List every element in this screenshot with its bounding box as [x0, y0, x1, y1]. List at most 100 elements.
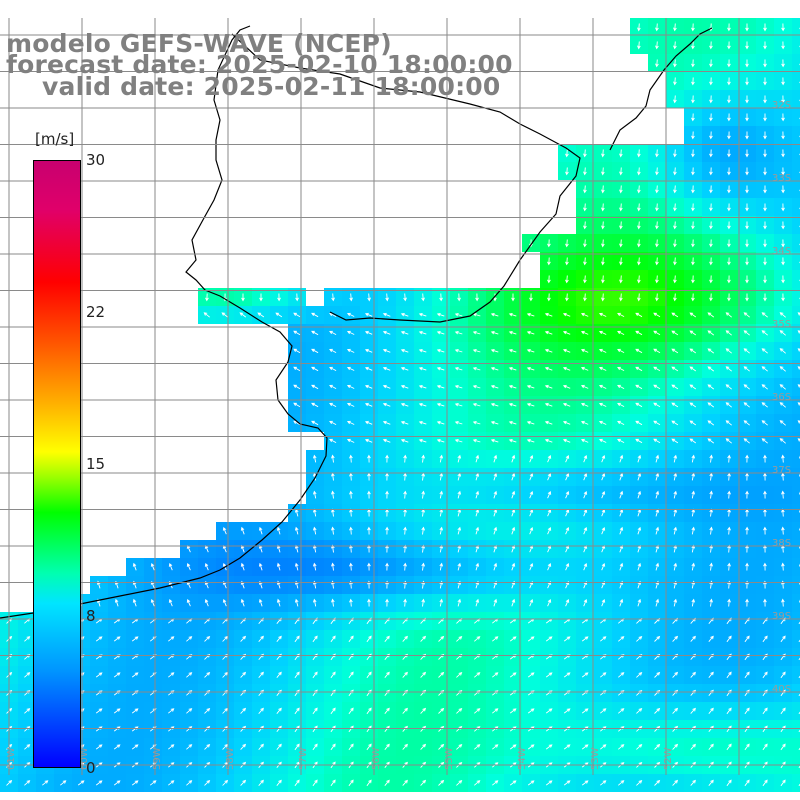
wind-arrow: [745, 59, 749, 68]
wind-arrow: [60, 780, 67, 786]
wind-arrow: [276, 598, 281, 607]
wind-arrow: [474, 708, 481, 714]
wind-arrow: [544, 312, 553, 317]
wind-arrow: [240, 671, 247, 678]
wind-arrow: [598, 312, 607, 317]
wind-arrow: [673, 562, 678, 571]
wind-arrow: [95, 672, 103, 678]
wind-arrow: [583, 562, 588, 571]
wind-arrow: [653, 366, 661, 372]
wind-arrow: [330, 707, 336, 715]
wind-arrow: [312, 598, 317, 607]
wind-arrow: [745, 239, 749, 248]
wind-arrow: [763, 149, 767, 158]
wind-arrow: [42, 780, 49, 786]
wind-arrow: [565, 562, 570, 571]
wind-arrow: [113, 744, 121, 750]
field-cell: [792, 648, 800, 666]
wind-arrow: [294, 562, 299, 571]
wind-arrow: [258, 598, 263, 607]
wind-arrow: [563, 744, 571, 750]
wind-arrow: [329, 420, 337, 425]
wind-arrow: [743, 348, 750, 354]
wind-arrow: [562, 402, 571, 407]
wind-arrow: [547, 454, 552, 463]
wind-arrow: [330, 779, 336, 787]
wind-arrow: [745, 221, 749, 230]
wind-arrow: [653, 384, 661, 390]
wind-arrow: [655, 23, 659, 32]
wind-arrow: [673, 472, 678, 481]
wind-arrow: [673, 239, 677, 248]
wind-arrow: [562, 348, 571, 353]
wind-arrow: [707, 330, 715, 336]
wind-arrow: [673, 167, 677, 176]
wind-arrow: [311, 366, 319, 372]
wind-arrow: [709, 131, 713, 140]
wind-arrow: [601, 472, 606, 481]
wind-arrow: [763, 95, 767, 104]
wind-arrow: [257, 312, 265, 318]
wind-arrow: [456, 707, 463, 714]
wind-arrow: [727, 526, 731, 535]
wind-arrow: [655, 490, 660, 499]
wind-arrow: [472, 402, 481, 407]
wind-arrow: [563, 636, 571, 642]
wind-arrow: [583, 239, 587, 248]
wind-arrow: [780, 743, 786, 751]
wind-arrow: [709, 454, 713, 463]
wind-arrow: [781, 257, 785, 266]
wind-arrow: [367, 490, 371, 499]
field-cell: [792, 576, 800, 594]
wind-arrow: [364, 366, 373, 371]
lon-label: 54W: [517, 747, 528, 770]
wind-arrow: [726, 707, 732, 715]
wind-arrow: [655, 239, 659, 248]
field-cell: [792, 774, 800, 792]
wind-arrow: [456, 689, 463, 696]
wind-arrow: [385, 293, 389, 302]
wind-arrow: [493, 472, 498, 481]
wind-arrow: [418, 312, 427, 317]
wind-arrow: [240, 707, 247, 714]
wind-arrow: [364, 384, 373, 389]
wind-arrow: [762, 671, 768, 679]
wind-arrow: [529, 454, 534, 463]
wind-arrow: [384, 743, 390, 750]
wind-arrow: [655, 257, 659, 266]
coastline-east: [609, 27, 713, 151]
wind-arrow: [726, 779, 732, 787]
wind-arrow: [204, 598, 209, 607]
wind-arrow: [581, 708, 589, 714]
wind-arrow: [691, 275, 695, 284]
wind-arrow: [619, 149, 623, 158]
wind-arrow: [655, 149, 659, 158]
wind-arrow: [618, 672, 625, 678]
wind-arrow: [709, 562, 713, 571]
wind-arrow: [744, 707, 750, 715]
wind-arrow: [781, 23, 785, 32]
wind-arrow: [436, 384, 445, 389]
wind-arrow: [673, 221, 677, 230]
wind-arrow: [276, 635, 282, 642]
lat-label: 36S: [772, 392, 791, 403]
wind-arrow: [565, 275, 569, 284]
field-cell: [792, 54, 800, 72]
wind-arrow: [311, 384, 319, 390]
wind-arrow: [364, 420, 373, 425]
field-cell: [792, 468, 800, 486]
wind-arrow: [673, 95, 677, 104]
wind-arrow: [526, 420, 535, 425]
wind-arrow: [384, 635, 390, 642]
wind-arrow: [671, 330, 679, 336]
wind-arrow: [168, 780, 175, 786]
wind-arrow: [635, 348, 643, 354]
wind-arrow: [402, 671, 408, 678]
wind-arrow: [544, 420, 553, 425]
field-cell: [792, 270, 800, 288]
wind-arrow: [709, 275, 713, 284]
wind-arrow: [797, 348, 800, 352]
wind-arrow: [743, 420, 750, 426]
wind-arrow: [763, 41, 767, 50]
